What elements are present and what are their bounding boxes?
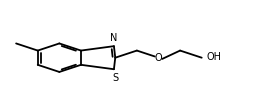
Text: S: S: [112, 72, 118, 82]
Text: O: O: [155, 53, 162, 63]
Text: N: N: [110, 33, 118, 43]
Text: OH: OH: [207, 52, 221, 62]
